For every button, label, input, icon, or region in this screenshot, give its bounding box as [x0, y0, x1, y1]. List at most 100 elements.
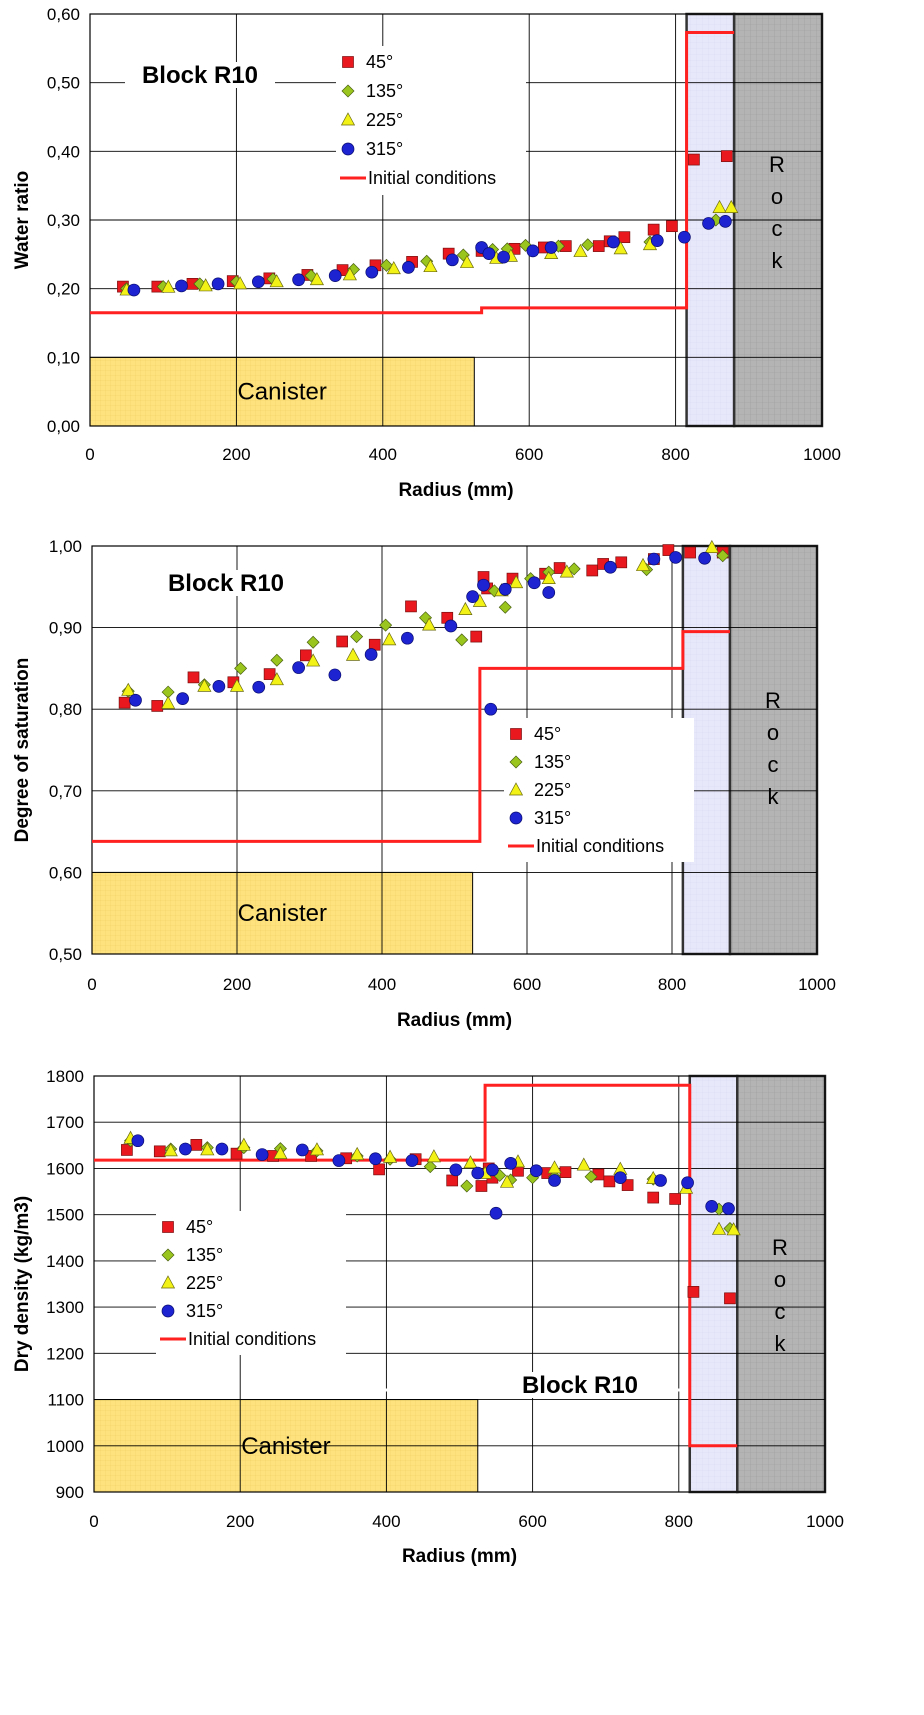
data-point-s315 [548, 1174, 561, 1187]
data-point-s315 [526, 244, 540, 258]
legend-swatch-s45 [162, 1221, 174, 1233]
data-point-s135 [460, 1179, 474, 1193]
block-label: Block R10 [142, 62, 258, 89]
data-point-s315 [542, 586, 556, 599]
y-tick-label: 1800 [46, 1067, 84, 1086]
rock-label-letter: k [775, 1331, 787, 1356]
x-tick-label: 1000 [803, 445, 841, 464]
y-tick-label: 1600 [46, 1159, 84, 1178]
data-point-s225 [547, 1160, 562, 1174]
canister-region [89, 356, 475, 427]
canister-label: Canister [241, 1433, 330, 1460]
data-point-s135 [455, 633, 469, 647]
x-tick-label: 600 [515, 445, 543, 464]
y-tick-label: 1700 [46, 1113, 84, 1132]
x-tick-label: 400 [368, 975, 396, 994]
y-tick-label: 1500 [46, 1206, 84, 1225]
x-tick-label: 1000 [806, 1512, 844, 1531]
data-point-s45 [336, 635, 348, 648]
rock-label-letter: R [769, 152, 785, 177]
data-point-s45 [559, 1166, 572, 1178]
data-point-s225 [197, 678, 212, 692]
x-tick-label: 0 [89, 1512, 98, 1531]
data-point-s135 [584, 1170, 598, 1184]
data-point-s315 [498, 582, 512, 596]
legend-swatch-s135 [161, 1248, 175, 1262]
data-point-s315 [529, 1164, 543, 1178]
data-point-s225 [386, 261, 401, 275]
data-point-s225 [350, 1146, 365, 1160]
data-point-s135 [567, 562, 581, 576]
rock-label-letter: c [775, 1299, 786, 1324]
data-point-s45 [263, 668, 276, 680]
data-point-s135 [270, 653, 284, 667]
block-label: Block R10 [168, 570, 284, 597]
data-point-s315 [292, 273, 305, 287]
y-axis-title: Water ratio [12, 171, 33, 270]
data-point-s225 [229, 678, 245, 692]
data-point-s225 [426, 1149, 442, 1163]
data-point-s135 [350, 630, 364, 644]
y-tick-label: 0,00 [47, 417, 80, 436]
block-label-bg [125, 62, 275, 88]
data-point-s45 [470, 630, 483, 643]
x-tick-label: 0 [87, 975, 96, 994]
canister-region [91, 871, 474, 955]
x-axis-title: Radius (mm) [397, 1010, 512, 1031]
data-point-s225 [342, 267, 357, 281]
data-point-s225 [559, 564, 574, 578]
data-point-s225 [121, 682, 136, 696]
initial-conditions-line [90, 31, 735, 315]
plot-frame [89, 13, 823, 427]
data-point-s225 [499, 1174, 515, 1188]
data-point-s315 [401, 631, 414, 645]
x-tick-label: 200 [226, 1512, 254, 1531]
legend-swatch-s225 [340, 112, 356, 126]
data-point-s315 [722, 1202, 735, 1216]
y-tick-label: 1,00 [49, 537, 82, 556]
rock-region [736, 1074, 827, 1494]
data-point-s315 [477, 578, 490, 592]
rock-label-letter: c [768, 752, 779, 777]
data-point-s225 [458, 601, 473, 615]
data-point-s315 [179, 1142, 192, 1156]
data-point-s45 [187, 671, 200, 684]
data-point-s315 [678, 230, 691, 244]
data-point-s45 [720, 150, 733, 162]
legend-swatch-s135 [509, 755, 523, 769]
data-point-s45 [647, 223, 660, 236]
x-axis-title: Radius (mm) [402, 1546, 517, 1567]
data-point-s225 [712, 199, 727, 213]
data-point-s225 [163, 1143, 178, 1157]
legend-label-s315: 315° [186, 1301, 223, 1321]
data-point-s135 [379, 618, 393, 632]
data-point-s315 [365, 265, 379, 279]
data-point-s315 [444, 619, 458, 633]
data-point-s225 [724, 199, 739, 213]
legend: 45° 135° 225° 315° Initial conditions [336, 46, 526, 195]
canister-label: Canister [238, 900, 327, 927]
data-point-s225 [422, 617, 437, 631]
legend-swatch-s315 [509, 811, 523, 825]
data-point-s45 [118, 696, 131, 709]
data-point-s135 [423, 1160, 437, 1174]
data-point-s225 [382, 632, 397, 646]
x-tick-label: 200 [222, 445, 250, 464]
y-tick-label: 1000 [46, 1437, 84, 1456]
data-point-s225 [704, 539, 719, 553]
data-point-s225 [309, 272, 325, 286]
data-point-s45 [153, 1145, 166, 1158]
data-point-s315 [364, 648, 378, 661]
data-point-s315 [252, 275, 265, 289]
data-point-s315 [719, 215, 732, 228]
legend: 45° 135° 225° 315° Initial conditions [504, 718, 694, 862]
data-point-s45 [618, 231, 631, 244]
data-point-s315 [175, 279, 188, 293]
rock-label-letter: o [771, 184, 783, 209]
data-point-s225 [635, 557, 651, 571]
y-tick-label: 0,60 [49, 863, 82, 882]
legend-swatch-s315 [161, 1304, 175, 1318]
data-point-s315 [212, 680, 226, 693]
legend-label-initial: Initial conditions [536, 836, 664, 856]
